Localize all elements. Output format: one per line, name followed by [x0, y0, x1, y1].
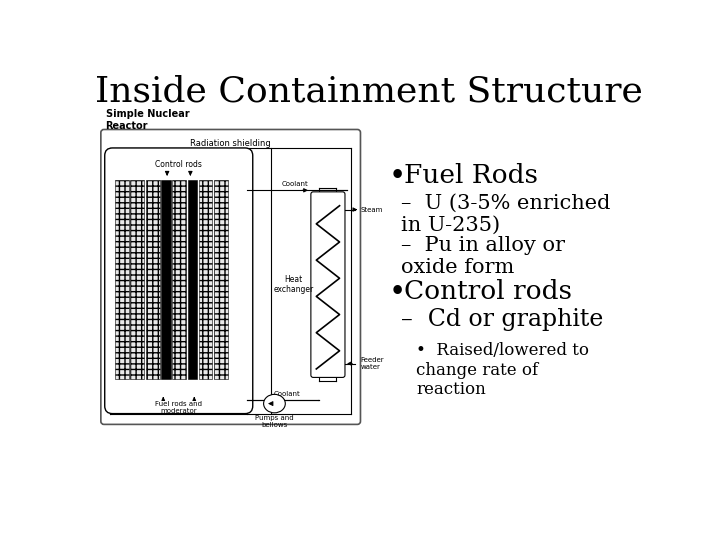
Bar [161, 180, 171, 379]
Text: Control rods: Control rods [404, 279, 572, 304]
Text: Pumps and
bellows: Pumps and bellows [255, 415, 294, 428]
Text: Radiation shielding: Radiation shielding [190, 139, 271, 148]
Bar [114, 180, 129, 379]
Text: •: • [388, 279, 405, 307]
Bar [199, 180, 212, 379]
FancyBboxPatch shape [104, 148, 253, 414]
Text: Simple Nuclear
Reactor: Simple Nuclear Reactor [106, 110, 189, 131]
Bar [188, 180, 197, 379]
Bar [145, 180, 160, 379]
Text: Control rods: Control rods [156, 160, 202, 170]
Text: –  Cd or graphite: – Cd or graphite [401, 308, 603, 331]
Text: Heat
exchanger: Heat exchanger [274, 275, 314, 294]
Text: –  Pu in alloy or
oxide form: – Pu in alloy or oxide form [401, 236, 564, 276]
Bar [130, 180, 144, 379]
Text: •: • [388, 164, 405, 191]
Text: Steam: Steam [361, 207, 383, 213]
Bar [172, 180, 186, 379]
Text: Inside Containment Structure: Inside Containment Structure [95, 75, 643, 109]
FancyBboxPatch shape [101, 130, 361, 424]
Text: Fuel rods and
moderator: Fuel rods and moderator [156, 401, 202, 414]
Text: •  Raised/lowered to
change rate of
reaction: • Raised/lowered to change rate of react… [416, 342, 589, 398]
Text: Feeder
water: Feeder water [361, 357, 384, 370]
Ellipse shape [264, 394, 285, 413]
Bar [214, 180, 228, 379]
Text: Coolant: Coolant [274, 390, 301, 397]
Text: Fuel Rods: Fuel Rods [404, 164, 538, 188]
Text: Coolant: Coolant [282, 181, 309, 187]
FancyBboxPatch shape [311, 192, 345, 377]
Text: –  U (3-5% enriched
in U-235): – U (3-5% enriched in U-235) [401, 194, 610, 235]
